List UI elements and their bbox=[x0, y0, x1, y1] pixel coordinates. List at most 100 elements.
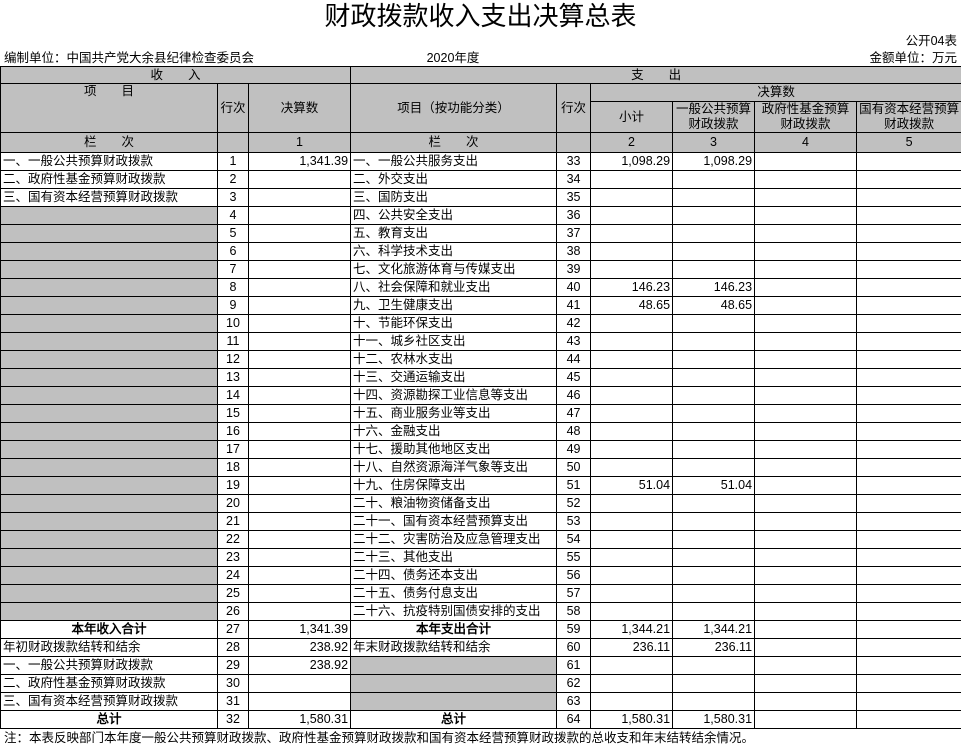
table-cell: 二十四、债务还本支出 bbox=[350, 566, 558, 585]
table-cell bbox=[856, 188, 961, 207]
table-cell: 1 bbox=[217, 152, 249, 171]
table-cell bbox=[590, 692, 674, 711]
table-cell bbox=[590, 332, 674, 351]
table-cell bbox=[0, 404, 218, 423]
table-cell bbox=[754, 260, 858, 279]
table-cell: 42 bbox=[556, 314, 592, 333]
table-cell bbox=[856, 656, 961, 675]
table-cell: 十九、住房保障支出 bbox=[350, 476, 558, 495]
table-row: 三、国有资本经营预算财政拨款 3 三、国防支出 35 bbox=[0, 188, 961, 207]
table-cell bbox=[672, 584, 756, 603]
table-cell: 35 bbox=[556, 188, 592, 207]
table-cell: 19 bbox=[217, 476, 249, 495]
table-row: 8 八、社会保障和就业支出 40 146.23 146.23 bbox=[0, 278, 961, 297]
table-cell: 146.23 bbox=[672, 278, 756, 297]
header-cell: 2 bbox=[590, 132, 674, 153]
table-cell: 56 bbox=[556, 566, 592, 585]
table-row: 二、政府性基金预算财政拨款 2 二、外交支出 34 bbox=[0, 170, 961, 189]
table-row: 16 十六、金融支出 48 bbox=[0, 422, 961, 441]
table-row: 7 七、文化旅游体育与传媒支出 39 bbox=[0, 260, 961, 279]
table-cell: 30 bbox=[217, 674, 249, 693]
table-cell bbox=[247, 530, 352, 549]
table-cell bbox=[856, 350, 961, 369]
form-number: 公开04表 bbox=[905, 34, 957, 48]
table-cell: 23 bbox=[217, 548, 249, 567]
table-cell bbox=[590, 260, 674, 279]
header-cell: 政府性基金预算财政拨款 bbox=[754, 101, 858, 133]
table-row: 11 十一、城乡社区支出 43 bbox=[0, 332, 961, 351]
table-cell: 三、国防支出 bbox=[350, 188, 558, 207]
table-cell bbox=[590, 188, 674, 207]
table-cell bbox=[856, 278, 961, 297]
table-cell bbox=[754, 602, 858, 621]
table-cell bbox=[856, 152, 961, 171]
table-cell bbox=[0, 386, 218, 405]
table-row: 22 二十二、灾害防治及应急管理支出 54 bbox=[0, 530, 961, 549]
table-cell bbox=[672, 530, 756, 549]
table-cell bbox=[856, 584, 961, 603]
table-cell: 37 bbox=[556, 224, 592, 243]
table-cell: 44 bbox=[556, 350, 592, 369]
table-cell: 5 bbox=[217, 224, 249, 243]
table-cell bbox=[247, 548, 352, 567]
table-cell bbox=[856, 242, 961, 261]
table-cell bbox=[350, 674, 558, 693]
table-cell: 8 bbox=[217, 278, 249, 297]
table-cell: 三、国有资本经营预算财政拨款 bbox=[0, 188, 218, 207]
unit: 编制单位：中国共产党大余县纪律检查委员会 bbox=[4, 51, 255, 65]
table-cell bbox=[856, 710, 961, 729]
table-cell bbox=[0, 350, 218, 369]
table-cell bbox=[856, 512, 961, 531]
table-cell bbox=[0, 296, 218, 315]
table-cell bbox=[247, 314, 352, 333]
year: 2020年度 bbox=[426, 51, 480, 65]
table-cell bbox=[754, 170, 858, 189]
table-cell: 50 bbox=[556, 458, 592, 477]
table-cell bbox=[590, 656, 674, 675]
table-cell bbox=[247, 332, 352, 351]
table-cell bbox=[247, 584, 352, 603]
table-cell: 31 bbox=[217, 692, 249, 711]
table-cell bbox=[754, 224, 858, 243]
table-cell: 57 bbox=[556, 584, 592, 603]
header-cell bbox=[556, 132, 592, 153]
header-cell: 项目（按功能分类） bbox=[350, 83, 558, 133]
table-cell: 24 bbox=[217, 566, 249, 585]
table-cell bbox=[754, 332, 858, 351]
table-cell bbox=[590, 530, 674, 549]
table-cell: 18 bbox=[217, 458, 249, 477]
table-cell bbox=[672, 314, 756, 333]
table-cell: 51 bbox=[556, 476, 592, 495]
table-row: 本年收入合计 27 1,341.39 本年支出合计 59 1,344.21 1,344.21 bbox=[0, 620, 961, 639]
table-row: 总计 32 1,580.31 总计 64 1,580.31 1,580.31 bbox=[0, 710, 961, 729]
table-body: 一、一般公共预算财政拨款 1 1,341.39 一、一般公共服务支出 33 1,098.2… bbox=[0, 152, 961, 729]
table-cell: 12 bbox=[217, 350, 249, 369]
table-cell: 29 bbox=[217, 656, 249, 675]
table-cell bbox=[856, 602, 961, 621]
table-cell bbox=[0, 278, 218, 297]
header-cell: 3 bbox=[672, 132, 756, 153]
header-cell bbox=[217, 132, 249, 153]
table-cell bbox=[856, 548, 961, 567]
table-cell: 33 bbox=[556, 152, 592, 171]
table-cell: 54 bbox=[556, 530, 592, 549]
table-cell bbox=[856, 440, 961, 459]
table-cell: 47 bbox=[556, 404, 592, 423]
table-cell bbox=[754, 350, 858, 369]
header-cell: 决算数 bbox=[590, 83, 961, 102]
table-cell bbox=[672, 242, 756, 261]
table-cell bbox=[590, 350, 674, 369]
table-cell: 二、政府性基金预算财政拨款 bbox=[0, 674, 218, 693]
table-cell bbox=[672, 440, 756, 459]
table-cell: 1,580.31 bbox=[590, 710, 674, 729]
table-cell bbox=[0, 440, 218, 459]
table-cell: 13 bbox=[217, 368, 249, 387]
table-cell: 十五、商业服务业等支出 bbox=[350, 404, 558, 423]
table-cell bbox=[672, 386, 756, 405]
table-cell bbox=[754, 476, 858, 495]
table-cell: 十三、交通运输支出 bbox=[350, 368, 558, 387]
table-cell: 十八、自然资源海洋气象等支出 bbox=[350, 458, 558, 477]
table-cell: 年初财政拨款结转和结余 bbox=[0, 638, 218, 657]
table-cell bbox=[672, 512, 756, 531]
table-cell bbox=[247, 602, 352, 621]
